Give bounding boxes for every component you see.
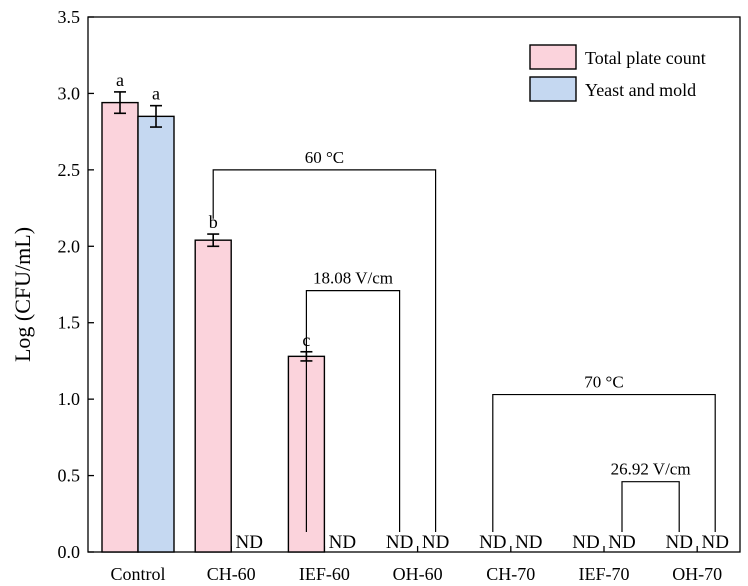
bracket-label: 26.92 V/cm bbox=[611, 460, 691, 479]
not-detected-label: ND bbox=[665, 532, 692, 553]
not-detected-label: ND bbox=[386, 532, 413, 553]
x-tick-label: CH-60 bbox=[207, 564, 256, 584]
not-detected-label: ND bbox=[515, 532, 542, 553]
not-detected-label: ND bbox=[572, 532, 599, 553]
bracket-label: 70 °C bbox=[584, 373, 623, 392]
y-tick-label: 3.0 bbox=[58, 83, 81, 103]
bracket-label: 18.08 V/cm bbox=[313, 269, 393, 288]
bracket bbox=[305, 290, 401, 532]
bar bbox=[101, 101, 139, 553]
bracket-label: 60 °C bbox=[305, 148, 344, 167]
x-tick-label: Control bbox=[110, 564, 165, 584]
legend-swatch bbox=[529, 44, 577, 70]
legend-label: Yeast and mold bbox=[585, 80, 696, 100]
not-detected-label: ND bbox=[701, 532, 728, 553]
not-detected-label: ND bbox=[422, 532, 449, 553]
not-detected-label: ND bbox=[235, 532, 262, 553]
significance-letter: b bbox=[209, 212, 218, 232]
y-axis-label: Log (CFU/mL) bbox=[10, 227, 35, 362]
annotations: 60 °C 18.08 V/cm 70 °C 26.92 V/cm bbox=[212, 148, 716, 532]
y-tick-label: 2.5 bbox=[58, 160, 81, 180]
bracket bbox=[212, 169, 437, 532]
bar bbox=[194, 239, 232, 553]
y-tick-label: 1.0 bbox=[58, 389, 81, 409]
x-tick-label: CH-70 bbox=[486, 564, 535, 584]
axes: 0.0 0.5 1.0 1.5 2.0 2.5 3.0 3.5 Log (CFU/mL) Cont… bbox=[10, 7, 741, 584]
plot-frame bbox=[87, 16, 741, 553]
bracket bbox=[621, 481, 680, 532]
y-tick-label: 3.5 bbox=[58, 7, 81, 27]
legend-swatch bbox=[529, 76, 577, 102]
legend: Total plate count Yeast and mold bbox=[529, 44, 706, 102]
bars bbox=[101, 91, 326, 553]
legend-label: Total plate count bbox=[585, 48, 706, 68]
x-tick-label: OH-70 bbox=[672, 564, 722, 584]
y-tick-label: 0.0 bbox=[58, 542, 81, 562]
y-tick-label: 1.5 bbox=[58, 313, 81, 333]
bar bbox=[137, 115, 175, 553]
significance-letter: a bbox=[116, 70, 124, 90]
x-tick-label: IEF-70 bbox=[579, 564, 630, 584]
not-detected-label: ND bbox=[479, 532, 506, 553]
x-tick-label: IEF-60 bbox=[299, 564, 350, 584]
y-tick-label: 0.5 bbox=[58, 466, 81, 486]
not-detected-label: ND bbox=[329, 532, 356, 553]
significance-letter: a bbox=[152, 84, 160, 104]
x-tick-label: OH-60 bbox=[393, 564, 443, 584]
not-detected-label: ND bbox=[608, 532, 635, 553]
y-tick-label: 2.0 bbox=[58, 236, 81, 256]
bracket bbox=[492, 393, 716, 532]
